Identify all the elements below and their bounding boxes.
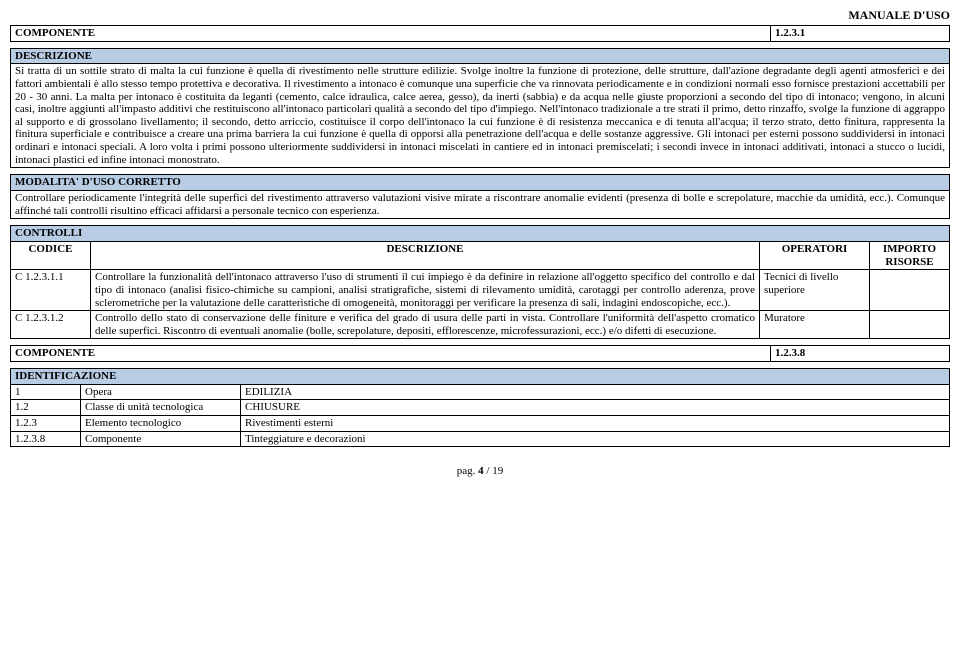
modalita-title: MODALITA' D'USO CORRETTO: [11, 175, 950, 191]
controlli-descrizione: Controllo dello stato di conservazione d…: [91, 311, 760, 339]
ident-label: Classe di unità tecnologica: [81, 400, 241, 416]
ident-value: CHIUSURE: [241, 400, 950, 416]
ident-label: Componente: [81, 431, 241, 447]
table-row: 1 Opera EDILIZIA: [11, 384, 950, 400]
ident-code: 1: [11, 384, 81, 400]
footer-prefix: pag.: [457, 465, 478, 477]
componente-top-label: COMPONENTE: [11, 26, 771, 42]
controlli-table: CONTROLLI CODICE DESCRIZIONE OPERATORI I…: [10, 225, 950, 339]
ident-code: 1.2.3.8: [11, 431, 81, 447]
footer-total: 19: [492, 465, 503, 477]
descrizione-table: DESCRIZIONE Si tratta di un sottile stra…: [10, 48, 950, 169]
footer-sep: /: [484, 465, 493, 477]
controlli-header-importo: IMPORTO RISORSE: [870, 241, 950, 269]
componente-top-table: COMPONENTE 1.2.3.1: [10, 25, 950, 42]
controlli-importo: [870, 311, 950, 339]
ident-value: Tinteggiature e decorazioni: [241, 431, 950, 447]
table-row: 1.2 Classe di unità tecnologica CHIUSURE: [11, 400, 950, 416]
page-footer: pag. 4 / 19: [10, 465, 950, 477]
identificazione-table: IDENTIFICAZIONE 1 Opera EDILIZIA 1.2 Cla…: [10, 368, 950, 447]
descrizione-title: DESCRIZIONE: [11, 48, 950, 64]
controlli-importo: [870, 270, 950, 311]
descrizione-body: Si tratta di un sottile strato di malta …: [11, 64, 950, 168]
ident-label: Opera: [81, 384, 241, 400]
controlli-descrizione: Controllare la funzionalità dell'intonac…: [91, 270, 760, 311]
controlli-header-codice: CODICE: [11, 241, 91, 269]
modalita-body: Controllare periodicamente l'integrità d…: [11, 191, 950, 219]
ident-label: Elemento tecnologico: [81, 416, 241, 432]
controlli-codice: C 1.2.3.1.1: [11, 270, 91, 311]
controlli-header-operatori: OPERATORI: [760, 241, 870, 269]
table-row: 1.2.3.8 Componente Tinteggiature e decor…: [11, 431, 950, 447]
table-row: C 1.2.3.1.2 Controllo dello stato di con…: [11, 311, 950, 339]
controlli-header-descrizione: DESCRIZIONE: [91, 241, 760, 269]
controlli-codice: C 1.2.3.1.2: [11, 311, 91, 339]
table-row: C 1.2.3.1.1 Controllare la funzionalità …: [11, 270, 950, 311]
componente-bottom-table: COMPONENTE 1.2.3.8: [10, 345, 950, 362]
ident-code: 1.2.3: [11, 416, 81, 432]
controlli-operatori: Tecnici di livello superiore: [760, 270, 870, 311]
componente-bottom-label: COMPONENTE: [11, 346, 771, 362]
identificazione-title: IDENTIFICAZIONE: [11, 369, 950, 385]
controlli-title: CONTROLLI: [11, 226, 950, 242]
ident-value: EDILIZIA: [241, 384, 950, 400]
manual-title: MANUALE D'USO: [10, 8, 950, 23]
controlli-operatori: Muratore: [760, 311, 870, 339]
componente-bottom-code: 1.2.3.8: [771, 346, 950, 362]
modalita-table: MODALITA' D'USO CORRETTO Controllare per…: [10, 174, 950, 219]
componente-top-code: 1.2.3.1: [771, 26, 950, 42]
ident-code: 1.2: [11, 400, 81, 416]
ident-value: Rivestimenti esterni: [241, 416, 950, 432]
table-row: 1.2.3 Elemento tecnologico Rivestimenti …: [11, 416, 950, 432]
